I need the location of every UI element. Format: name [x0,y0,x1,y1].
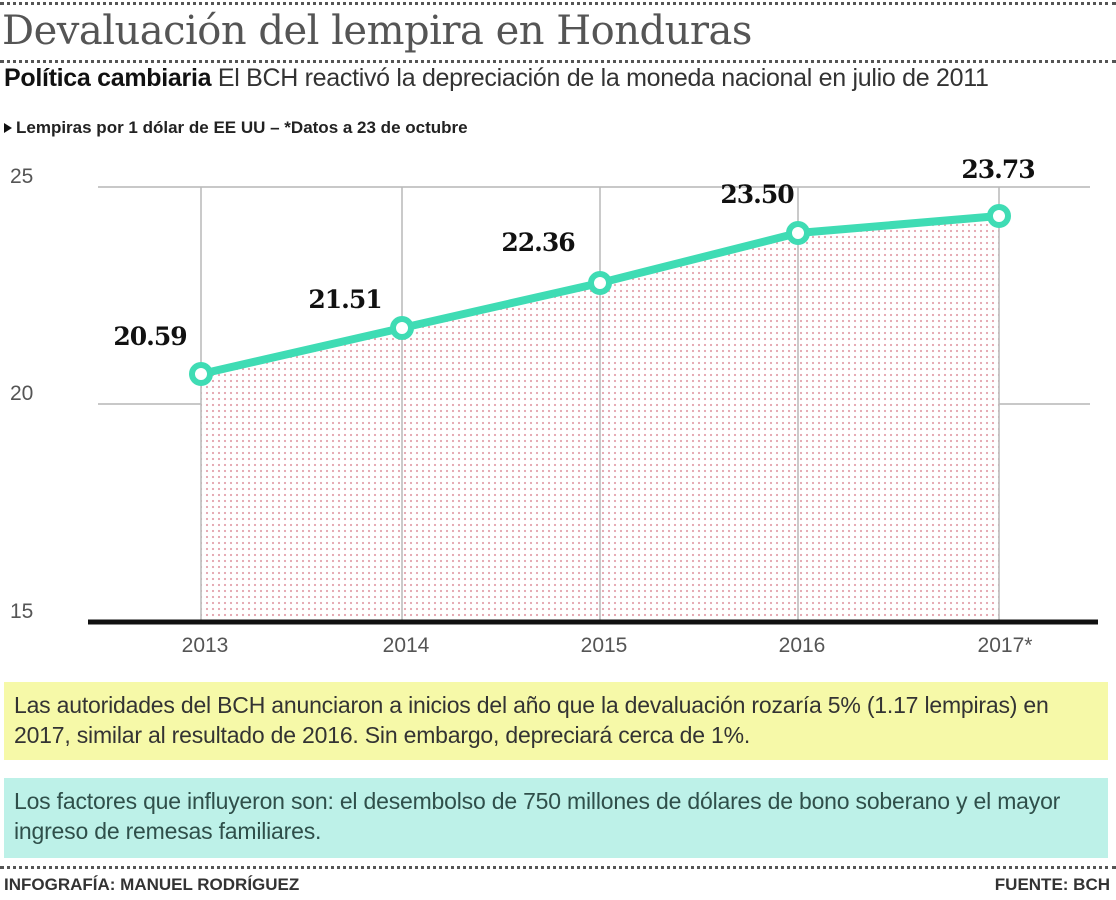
yellow-info-box: Las autoridades del BCH anunciaron a ini… [4,682,1108,760]
source-text: FUENTE: BCH [994,875,1110,894]
data-value-label: 23.50 [720,180,794,209]
x-tick-label: 2015 [580,634,628,657]
subtitle: Política cambiaria El BCH reactivó la de… [4,64,989,93]
teal-info-box: Los factores que influyeron son: el dese… [4,778,1108,858]
subtitle-bold: Política cambiaria [4,64,212,92]
x-tick-label: 2016 [778,634,826,657]
footer-divider [0,866,1116,869]
x-tick-label: 2013 [181,634,229,657]
data-point-marker [390,316,414,340]
data-point-marker [588,271,612,295]
title-divider [0,60,1116,63]
page-title: Devaluación del lempira en Honduras [2,8,752,54]
data-markers [189,204,1011,386]
triangle-bullet-icon [4,123,12,133]
data-value-label: 20.59 [113,322,187,351]
y-tick-label: 20 [10,382,34,405]
chart-note: Lempiras por 1 dólar de EE UU – *Datos a… [4,118,468,138]
subtitle-text: El BCH reactivó la depreciación de la mo… [211,64,989,92]
chart-plot [88,186,1098,625]
y-tick-label: 15 [10,600,34,623]
data-value-label: 23.73 [961,155,1035,184]
data-point-marker [189,362,213,386]
data-point-marker [987,204,1011,228]
x-tick-label: 2014 [382,634,430,657]
data-point-marker [786,221,810,245]
data-value-label: 21.51 [308,285,382,314]
y-tick-label: 25 [10,165,34,188]
top-divider [0,2,1116,5]
vertical-gridlines [200,187,1000,622]
credit-text: INFOGRAFÍA: MANUEL RODRÍGUEZ [4,875,300,894]
x-tick-label: 2017* [977,634,1033,657]
data-value-label: 22.36 [501,228,575,257]
chart-note-text: Lempiras por 1 dólar de EE UU – *Datos a… [16,118,468,137]
line-chart: 25 20 15 2013 2014 2015 2016 2017* 20.59 21.51 2… [0,150,1116,670]
